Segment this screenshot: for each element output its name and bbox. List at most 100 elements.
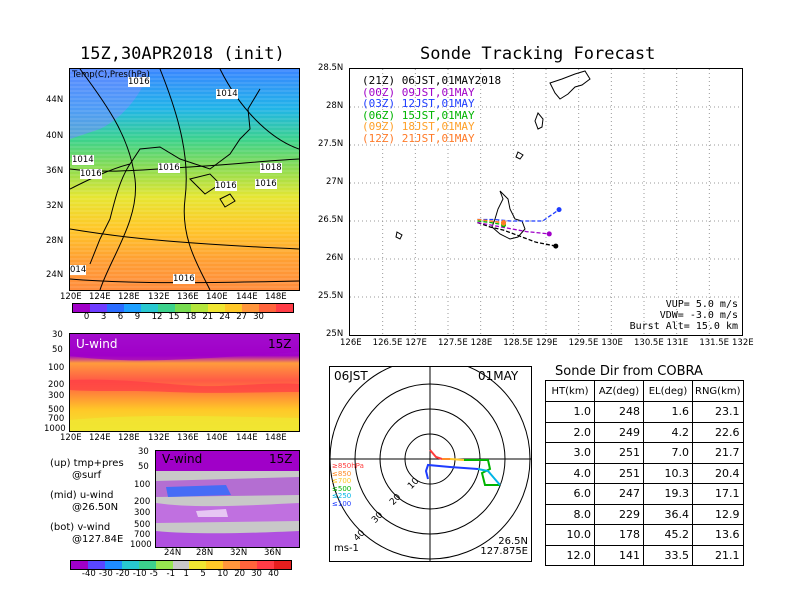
lon-tick: 130.5E: [634, 338, 664, 348]
track-line-3: [477, 220, 504, 226]
lat-tick: 28N: [326, 101, 344, 111]
colorbar-tick: 10: [217, 569, 229, 579]
table-cell: 21.1: [692, 544, 744, 566]
islands: [395, 70, 591, 240]
pressure-tick: 1000: [130, 540, 152, 550]
u-wind-time: 15Z: [268, 337, 292, 351]
lon-tick: 148E: [265, 292, 287, 302]
colorbar-swatch: [191, 304, 209, 312]
note-surface: (up) tmp+pres @surf: [50, 458, 124, 481]
track-endpoint-5: [501, 220, 507, 226]
lon-tick: 129.5E: [568, 338, 599, 348]
lon-tick: 132E: [148, 433, 170, 443]
pressure-tick: 50: [52, 345, 63, 355]
track-map-svg: [350, 69, 742, 335]
pressure-tick: 300: [134, 508, 151, 518]
temp-map-panel: Temp(C),Pres(hPa) 1016 1014 1014 1016 10…: [69, 68, 300, 291]
pressure-tick: 200: [48, 380, 65, 390]
pressure-tick: 700: [134, 530, 151, 540]
column-header: EL(deg): [643, 380, 693, 402]
lon-tick: 129E: [536, 338, 558, 348]
table-cell: 12.9: [692, 503, 744, 525]
sonde-params: VUP= 5.0 m/s VDW= -3.0 m/s Burst Alt= 15…: [629, 299, 738, 332]
lat-tick: 36N: [264, 548, 282, 558]
table-cell: 21.7: [692, 442, 744, 464]
table-row: 4.0 251 10.3 20.4: [545, 462, 744, 484]
colorbar-tick: 30: [251, 569, 262, 579]
pressure-tick: 500: [134, 520, 151, 530]
table-cell: 17.1: [692, 483, 744, 505]
u-wind-svg: [70, 334, 299, 431]
colorbar-swatch: [276, 304, 293, 312]
lon-tick: 144E: [236, 292, 258, 302]
table-cell: 249: [594, 421, 644, 443]
u-wind-label: U-wind: [76, 337, 118, 351]
colorbar-tick: -30: [98, 569, 113, 579]
track-legend: (21Z) 06JST,01MAY2018 (00Z) 09JST,01MAY …: [362, 75, 501, 144]
pressure-tick: 200: [134, 497, 151, 507]
table-cell: 13.6: [692, 524, 744, 546]
note-v-wind: (bot) v-wind @127.84E: [50, 522, 124, 545]
colorbar-tick: -1: [166, 569, 176, 579]
colorbar-swatch: [87, 561, 105, 569]
table-cell: 10.3: [643, 462, 693, 484]
colorbar-swatch: [138, 561, 156, 569]
legend-entry: (00Z) 09JST,01MAY: [362, 85, 475, 99]
colorbar-tick: -40: [81, 569, 96, 579]
isobars: [70, 69, 299, 290]
u-wind-panel: U-wind 15Z: [69, 333, 300, 432]
table-cell: 33.5: [643, 544, 693, 566]
v-wind-label: V-wind: [162, 452, 203, 466]
lat-tick: 28.5N: [318, 63, 344, 73]
table-row: 3.0 251 7.0 21.7: [545, 442, 744, 464]
lon-tick: 124E: [89, 433, 111, 443]
polar-time-left: 06JST: [334, 369, 368, 383]
temp-colorbar-ticks: 0 3 6 9 12 15 18 21 24 27 30: [72, 312, 294, 322]
grid-lines: [350, 69, 742, 335]
colorbar-swatch: [174, 304, 192, 312]
v-wind-colorbar: [70, 560, 292, 570]
table-cell: 2.0: [545, 421, 595, 443]
table-row: 1.0 248 1.6 23.1: [545, 401, 744, 423]
legend-entry: (12Z) 21JST,01MAY: [362, 131, 475, 145]
colorbar-swatch: [155, 561, 173, 569]
isobar-label: 1018: [260, 163, 282, 173]
v-wind-panel: V-wind 15Z: [155, 450, 300, 548]
table-row: 2.0 249 4.2 22.6: [545, 421, 744, 443]
lat-tick: 32N: [46, 201, 64, 211]
sonde-table: HT(km) AZ(deg) EL(deg) RNG(km) 1.0 248 1.6…: [545, 380, 744, 566]
table-cell: 45.2: [643, 524, 693, 546]
table-cell: 251: [594, 462, 644, 484]
isobar-label: 1016: [80, 169, 102, 179]
table-cell: 8.0: [545, 503, 595, 525]
lon-tick: 140E: [206, 433, 228, 443]
colorbar-swatch: [259, 304, 277, 312]
track-endpoint-2: [556, 207, 562, 213]
table-cell: 1.6: [643, 401, 693, 423]
isobar-label: 1016: [128, 77, 150, 87]
sonde-table-wrapper: HT(km) AZ(deg) EL(deg) RNG(km) 1.0 248 1.6…: [545, 380, 744, 566]
pressure-tick: 1000: [44, 424, 66, 434]
polar-location: 26.5N 127.875E: [480, 536, 528, 557]
colorbar-tick: 0: [83, 312, 90, 322]
lon-tick: 127E: [405, 338, 427, 348]
table-cell: 19.3: [643, 483, 693, 505]
lon-tick: 128.5E: [503, 338, 534, 348]
lat-tick: 26N: [326, 253, 344, 263]
lon-tick: 124E: [89, 292, 111, 302]
lon-tick: 127.5E: [438, 338, 468, 348]
colorbar-swatch: [240, 561, 258, 569]
lon-tick: 132E: [732, 338, 754, 348]
lon-tick: 148E: [265, 433, 287, 443]
track-endpoint-1: [546, 231, 552, 237]
column-header: RNG(km): [692, 380, 744, 402]
colorbar-swatch: [157, 304, 175, 312]
table-cell: 23.1: [692, 401, 744, 423]
table-cell: 229: [594, 503, 644, 525]
colorbar-swatch: [206, 561, 224, 569]
polar-panel: 06JST 01MAY 10 20 30 40 ≥850hPa ≤850 ≤70…: [329, 366, 532, 562]
lat-tick: 27.5N: [318, 139, 344, 149]
pressure-legend: ≥850hPa ≤850 ≤700 ≤500 ≤250 ≤100: [332, 462, 364, 508]
lat-tick: 40N: [46, 131, 64, 141]
lat-tick: 24N: [46, 270, 64, 280]
